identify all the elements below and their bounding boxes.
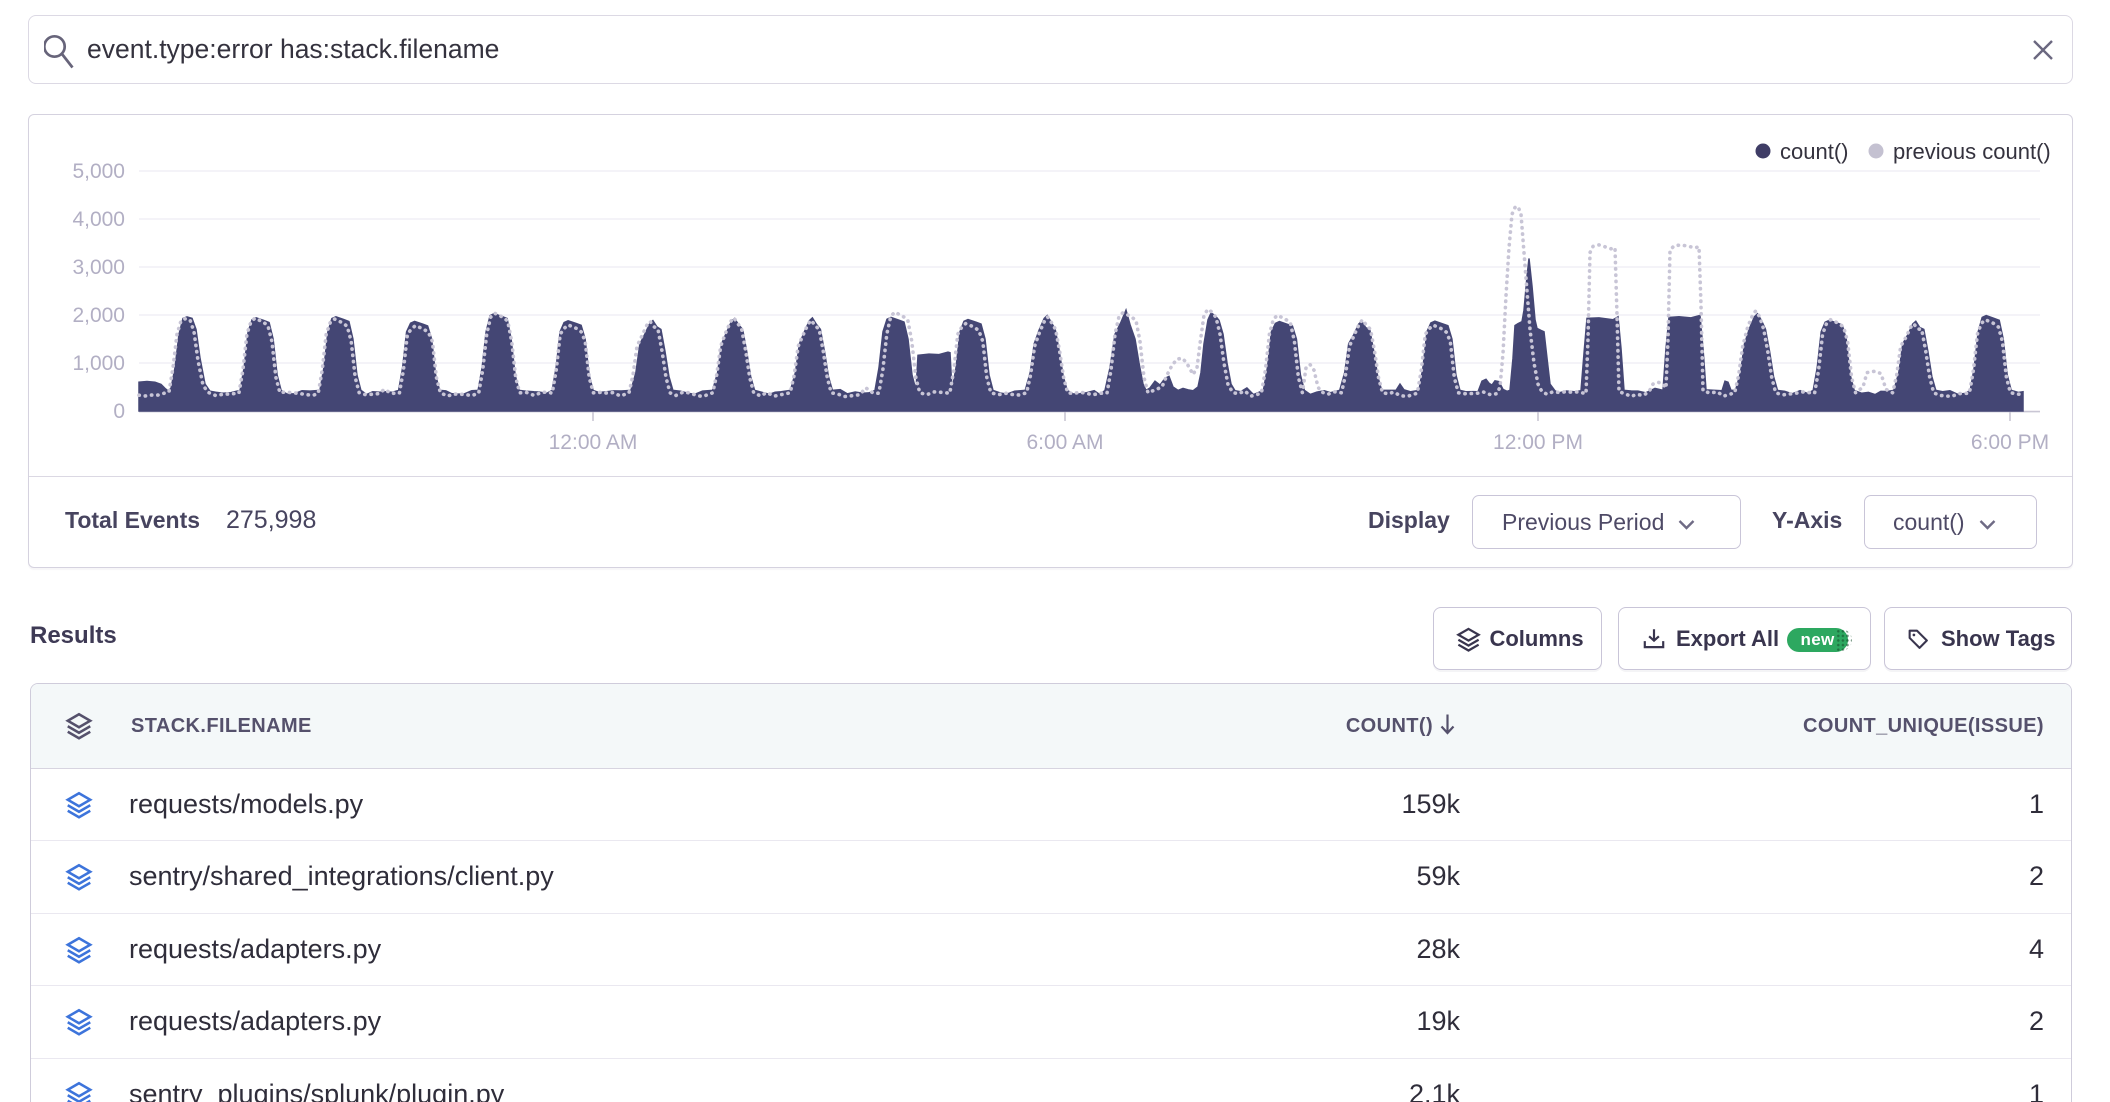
svg-text:5,000: 5,000 <box>72 160 125 183</box>
svg-text:count(): count() <box>1780 139 1848 164</box>
svg-text:previous count(): previous count() <box>1893 139 2051 164</box>
svg-text:3,000: 3,000 <box>72 256 125 279</box>
svg-text:6:00 AM: 6:00 AM <box>1026 431 1103 454</box>
svg-text:4,000: 4,000 <box>72 208 125 231</box>
svg-text:0: 0 <box>113 400 125 423</box>
svg-text:1,000: 1,000 <box>72 352 125 375</box>
svg-text:6:00 PM: 6:00 PM <box>1971 431 2049 454</box>
svg-text:12:00 PM: 12:00 PM <box>1493 431 1583 454</box>
svg-text:12:00 AM: 12:00 AM <box>549 431 638 454</box>
svg-text:2,000: 2,000 <box>72 304 125 327</box>
